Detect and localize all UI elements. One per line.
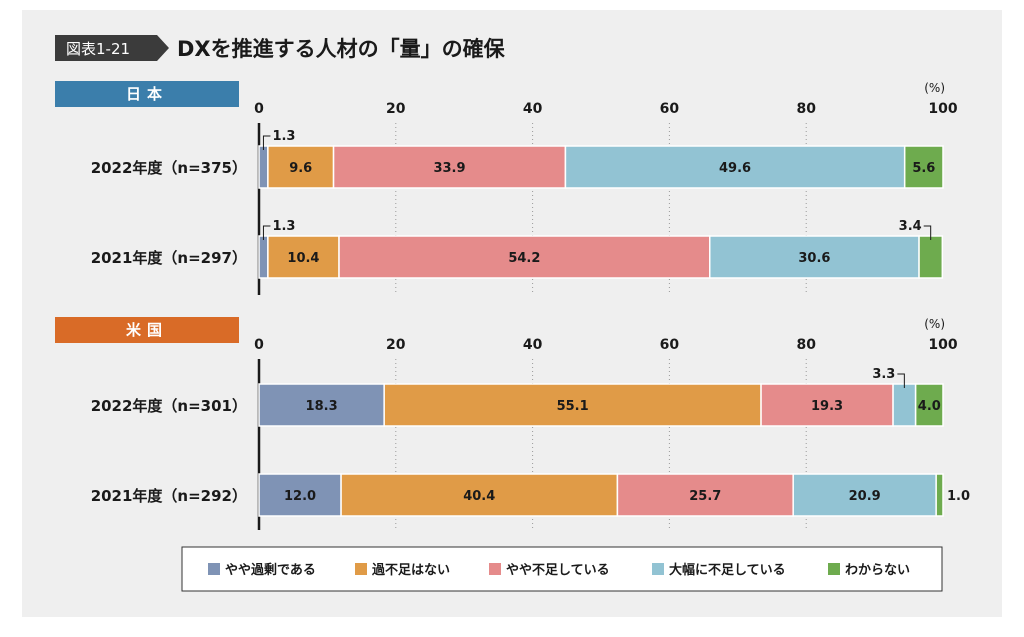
- data-label: 33.9: [433, 161, 465, 176]
- x-tick-label: 100: [928, 337, 957, 353]
- bar-segment: [258, 473, 342, 517]
- bar-segment: [760, 383, 894, 427]
- bar-segment: [340, 473, 619, 517]
- bar-segment: [792, 473, 937, 517]
- bar-segment: [338, 235, 711, 279]
- data-label: 1.0: [947, 489, 970, 504]
- x-tick-label: 100: [928, 101, 957, 117]
- x-tick-label: 80: [796, 101, 816, 117]
- data-label: 19.3: [811, 399, 843, 414]
- legend-entry: やや不足している: [506, 563, 610, 578]
- data-label: 1.3: [272, 129, 295, 144]
- x-tick-label: 0: [254, 101, 264, 117]
- x-tick-label: 60: [660, 337, 680, 353]
- bar-segment: [258, 235, 269, 279]
- data-label: 55.1: [557, 399, 589, 414]
- bar-segment: [332, 145, 567, 189]
- leader-line: [897, 373, 905, 388]
- data-label: 18.3: [306, 399, 338, 414]
- region-label-box: [55, 317, 239, 343]
- x-tick-label: 80: [796, 337, 816, 353]
- bar-segment: [709, 235, 920, 279]
- leader-line: [923, 225, 932, 240]
- bar-segment: [892, 383, 917, 427]
- bar-row: 2022年度（n=375） 1.3 9.6 33.9 49.6 5.6: [91, 129, 944, 189]
- legend: やや過剰である 過不足はない やや不足している 大幅に不足している わからない: [181, 546, 943, 592]
- bar-segment: [935, 473, 944, 517]
- axis-unit: (%): [924, 81, 945, 95]
- region-label-box: [55, 81, 239, 107]
- data-label: 5.6: [912, 161, 935, 176]
- region-label: 米国: [126, 321, 168, 339]
- x-tick-label: 60: [660, 101, 680, 117]
- legend-swatch: [652, 563, 664, 575]
- figure-label: 図表1-21: [66, 40, 130, 58]
- row-label: 2022年度（n=301）: [91, 397, 247, 415]
- figure-header: 図表1-21 DXを推進する人材の「量」の確保: [55, 35, 506, 61]
- legend-swatch: [355, 563, 367, 575]
- legend-swatch: [208, 563, 220, 575]
- region-label: 日本: [126, 85, 168, 103]
- bar-segment: [258, 383, 385, 427]
- x-tick-label: 40: [523, 101, 543, 117]
- data-label: 20.9: [849, 489, 881, 504]
- x-tick-label: 20: [386, 337, 406, 353]
- legend-swatch: [489, 563, 501, 575]
- data-label: 10.4: [287, 251, 319, 266]
- legend-entry: 過不足はない: [371, 562, 450, 578]
- bar-row: 2022年度（n=301） 18.3 55.1 19.3 3.3 4.0: [91, 367, 944, 427]
- bar-segment: [258, 145, 269, 189]
- bar-segment: [383, 383, 762, 427]
- chart-group: 米国 (%) 0 20 40 60 80 100 2022年度（n=301） 18.3 55.1 19…: [55, 317, 970, 530]
- chart-groups: 日本 (%) 0 20 40 60 80 100 2022年度（n=375） 1.3 9.6 33.9…: [55, 81, 970, 530]
- bar-row: 2021年度（n=292） 12.0 40.4 25.7 20.9 1.0: [91, 473, 970, 517]
- legend-swatch: [828, 563, 840, 575]
- bar-segment: [267, 235, 340, 279]
- x-tick-label: 40: [523, 337, 543, 353]
- legend-entry: 大幅に不足している: [669, 562, 786, 578]
- data-label: 30.6: [798, 251, 830, 266]
- row-label: 2021年度（n=292）: [91, 487, 247, 505]
- data-label: 4.0: [918, 399, 941, 414]
- leader-line: [262, 225, 271, 240]
- data-label: 9.6: [289, 161, 312, 176]
- data-label: 40.4: [463, 489, 495, 504]
- bar-segment: [914, 383, 944, 427]
- legend-entry: わからない: [845, 563, 910, 578]
- data-label: 1.3: [272, 219, 295, 234]
- figure-panel: 図表1-21 DXを推進する人材の「量」の確保 日本 (%) 0 20 40 60 80 10…: [22, 10, 1002, 617]
- data-label: 25.7: [689, 489, 721, 504]
- chart-title: DXを推進する人材の「量」の確保: [177, 37, 506, 61]
- stacked-bar-chart: 図表1-21 DXを推進する人材の「量」の確保 日本 (%) 0 20 40 60 80 10…: [55, 35, 970, 592]
- legend-box: [181, 546, 943, 592]
- data-label: 49.6: [719, 161, 751, 176]
- row-label: 2022年度（n=375）: [91, 159, 247, 177]
- bar-segment: [903, 145, 944, 189]
- axis-unit: (%): [924, 317, 945, 331]
- leader-line: [262, 135, 271, 150]
- data-label: 3.4: [899, 219, 922, 234]
- x-tick-label: 20: [386, 101, 406, 117]
- figure-label-tag: [55, 35, 169, 61]
- chart-group: 日本 (%) 0 20 40 60 80 100 2022年度（n=375） 1.3 9.6 33.9…: [55, 81, 958, 295]
- legend-entry: やや過剰である: [225, 562, 316, 578]
- data-label: 54.2: [508, 251, 540, 266]
- data-label: 12.0: [284, 489, 316, 504]
- x-tick-label: 0: [254, 337, 264, 353]
- row-label: 2021年度（n=297）: [91, 249, 247, 267]
- bar-segment: [616, 473, 794, 517]
- data-label: 3.3: [872, 367, 895, 382]
- bar-row: 2021年度（n=297） 1.3 10.4 54.2 30.6 3.4: [91, 219, 944, 279]
- bar-segment: [267, 145, 335, 189]
- bar-segment: [918, 235, 944, 279]
